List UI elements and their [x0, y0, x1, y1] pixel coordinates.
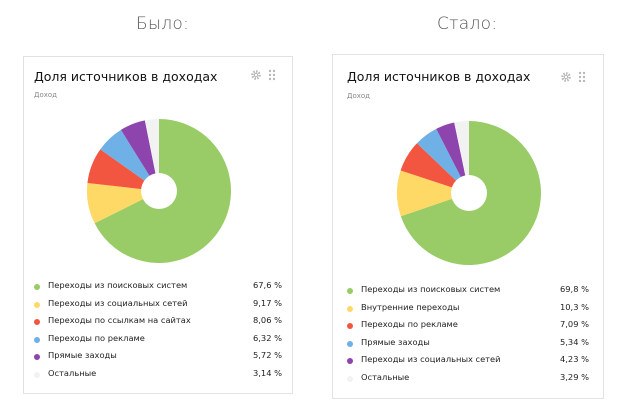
pie-slice	[100, 129, 159, 191]
chart-legend: Переходы из поисковых систем 67,6 % Перехо…	[34, 279, 282, 384]
chart-legend: Переходы из поисковых систем 69,8 % Внутре…	[347, 283, 589, 388]
legend-marker	[34, 301, 40, 308]
legend-marker	[347, 340, 353, 347]
legend-value: 4,23 %	[560, 354, 589, 364]
legend-item[interactable]: Остальные 3,14 %	[34, 367, 282, 385]
legend-value: 10,3 %	[560, 301, 589, 312]
legend-marker	[347, 375, 353, 382]
legend-marker	[34, 371, 40, 378]
legend-item[interactable]: Внутренние переходы 10,3 %	[347, 301, 589, 319]
legend-label: Прямые заходы	[48, 350, 117, 360]
gear-icon[interactable]	[250, 69, 262, 81]
after-heading: Стало:	[437, 14, 498, 34]
legend-marker	[347, 305, 353, 312]
legend-item[interactable]: Переходы из социальных сетей 9,17 %	[34, 297, 282, 315]
pie-slice	[454, 121, 469, 193]
legend-label: Остальные	[48, 367, 97, 378]
legend-label: Внутренние переходы	[361, 301, 460, 312]
legend-value: 8,06 %	[253, 315, 282, 325]
pie-chart	[397, 121, 541, 265]
legend-item[interactable]: Переходы из социальных сетей 4,23 %	[347, 353, 589, 371]
legend-value: 5,34 %	[560, 336, 589, 347]
pie-slice	[416, 128, 469, 193]
pie-slice	[144, 119, 159, 191]
legend-item[interactable]: Переходы по рекламе 6,32 %	[34, 332, 282, 350]
legend-value: 6,32 %	[253, 332, 282, 343]
legend-label: Переходы из поисковых систем	[361, 284, 501, 294]
legend-value: 3,29 %	[560, 371, 589, 382]
legend-item[interactable]: Переходы из поисковых систем 69,8 %	[347, 283, 589, 301]
legend-value: 3,14 %	[253, 367, 282, 378]
legend-label: Переходы по рекламе	[361, 319, 458, 329]
legend-value: 7,09 %	[560, 319, 589, 329]
pie-slice	[397, 170, 469, 217]
legend-label: Переходы из социальных сетей	[48, 297, 188, 308]
legend-label: Переходы по ссылкам на сайтах	[48, 315, 191, 325]
legend-value: 69,8 %	[560, 284, 589, 294]
legend-marker	[34, 354, 40, 360]
legend-label: Переходы из поисковых систем	[48, 280, 188, 290]
legend-marker	[34, 319, 40, 325]
legend-marker	[34, 284, 40, 290]
legend-label: Остальные	[361, 371, 410, 382]
legend-marker	[347, 358, 353, 364]
chart-title: Доля источников в доходах	[34, 69, 218, 84]
pie-slice	[400, 143, 469, 193]
before-heading: Было:	[136, 14, 190, 34]
drag-handle-icon[interactable]	[578, 71, 586, 83]
legend-label: Переходы по рекламе	[48, 332, 145, 343]
gear-icon[interactable]	[560, 71, 572, 83]
legend-value: 67,6 %	[253, 280, 282, 290]
pie-slice	[87, 149, 159, 191]
chart-subtitle: Доход	[34, 91, 58, 99]
legend-item[interactable]: Остальные 3,29 %	[347, 371, 589, 389]
chart-card-after: Доля источников в доходах Доход Переходы…	[332, 54, 604, 399]
legend-label: Переходы из социальных сетей	[361, 354, 501, 364]
legend-label: Прямые заходы	[361, 336, 430, 347]
drag-handle-icon[interactable]	[268, 69, 276, 81]
pie-chart	[87, 119, 232, 263]
legend-marker	[34, 336, 40, 343]
chart-subtitle: Доход	[347, 92, 371, 100]
legend-item[interactable]: Переходы по ссылкам на сайтах 8,06 %	[34, 314, 282, 332]
legend-marker	[347, 288, 353, 294]
legend-marker	[347, 323, 353, 329]
pie-slice	[87, 183, 159, 224]
chart-card-before: Доля источников в доходах Доход Переходы…	[23, 56, 293, 394]
pie-slice	[120, 120, 159, 191]
pie-center-hole	[141, 173, 177, 209]
legend-item[interactable]: Переходы по рекламе 7,09 %	[347, 318, 589, 336]
legend-item[interactable]: Прямые заходы 5,72 %	[34, 349, 282, 367]
legend-item[interactable]: Переходы из поисковых систем 67,6 %	[34, 279, 282, 297]
legend-value: 5,72 %	[253, 350, 282, 360]
chart-title: Доля источников в доходах	[347, 69, 531, 84]
pie-slice	[436, 122, 469, 193]
legend-value: 9,17 %	[253, 297, 282, 308]
pie-center-hole	[451, 175, 487, 211]
legend-item[interactable]: Прямые заходы 5,34 %	[347, 336, 589, 354]
